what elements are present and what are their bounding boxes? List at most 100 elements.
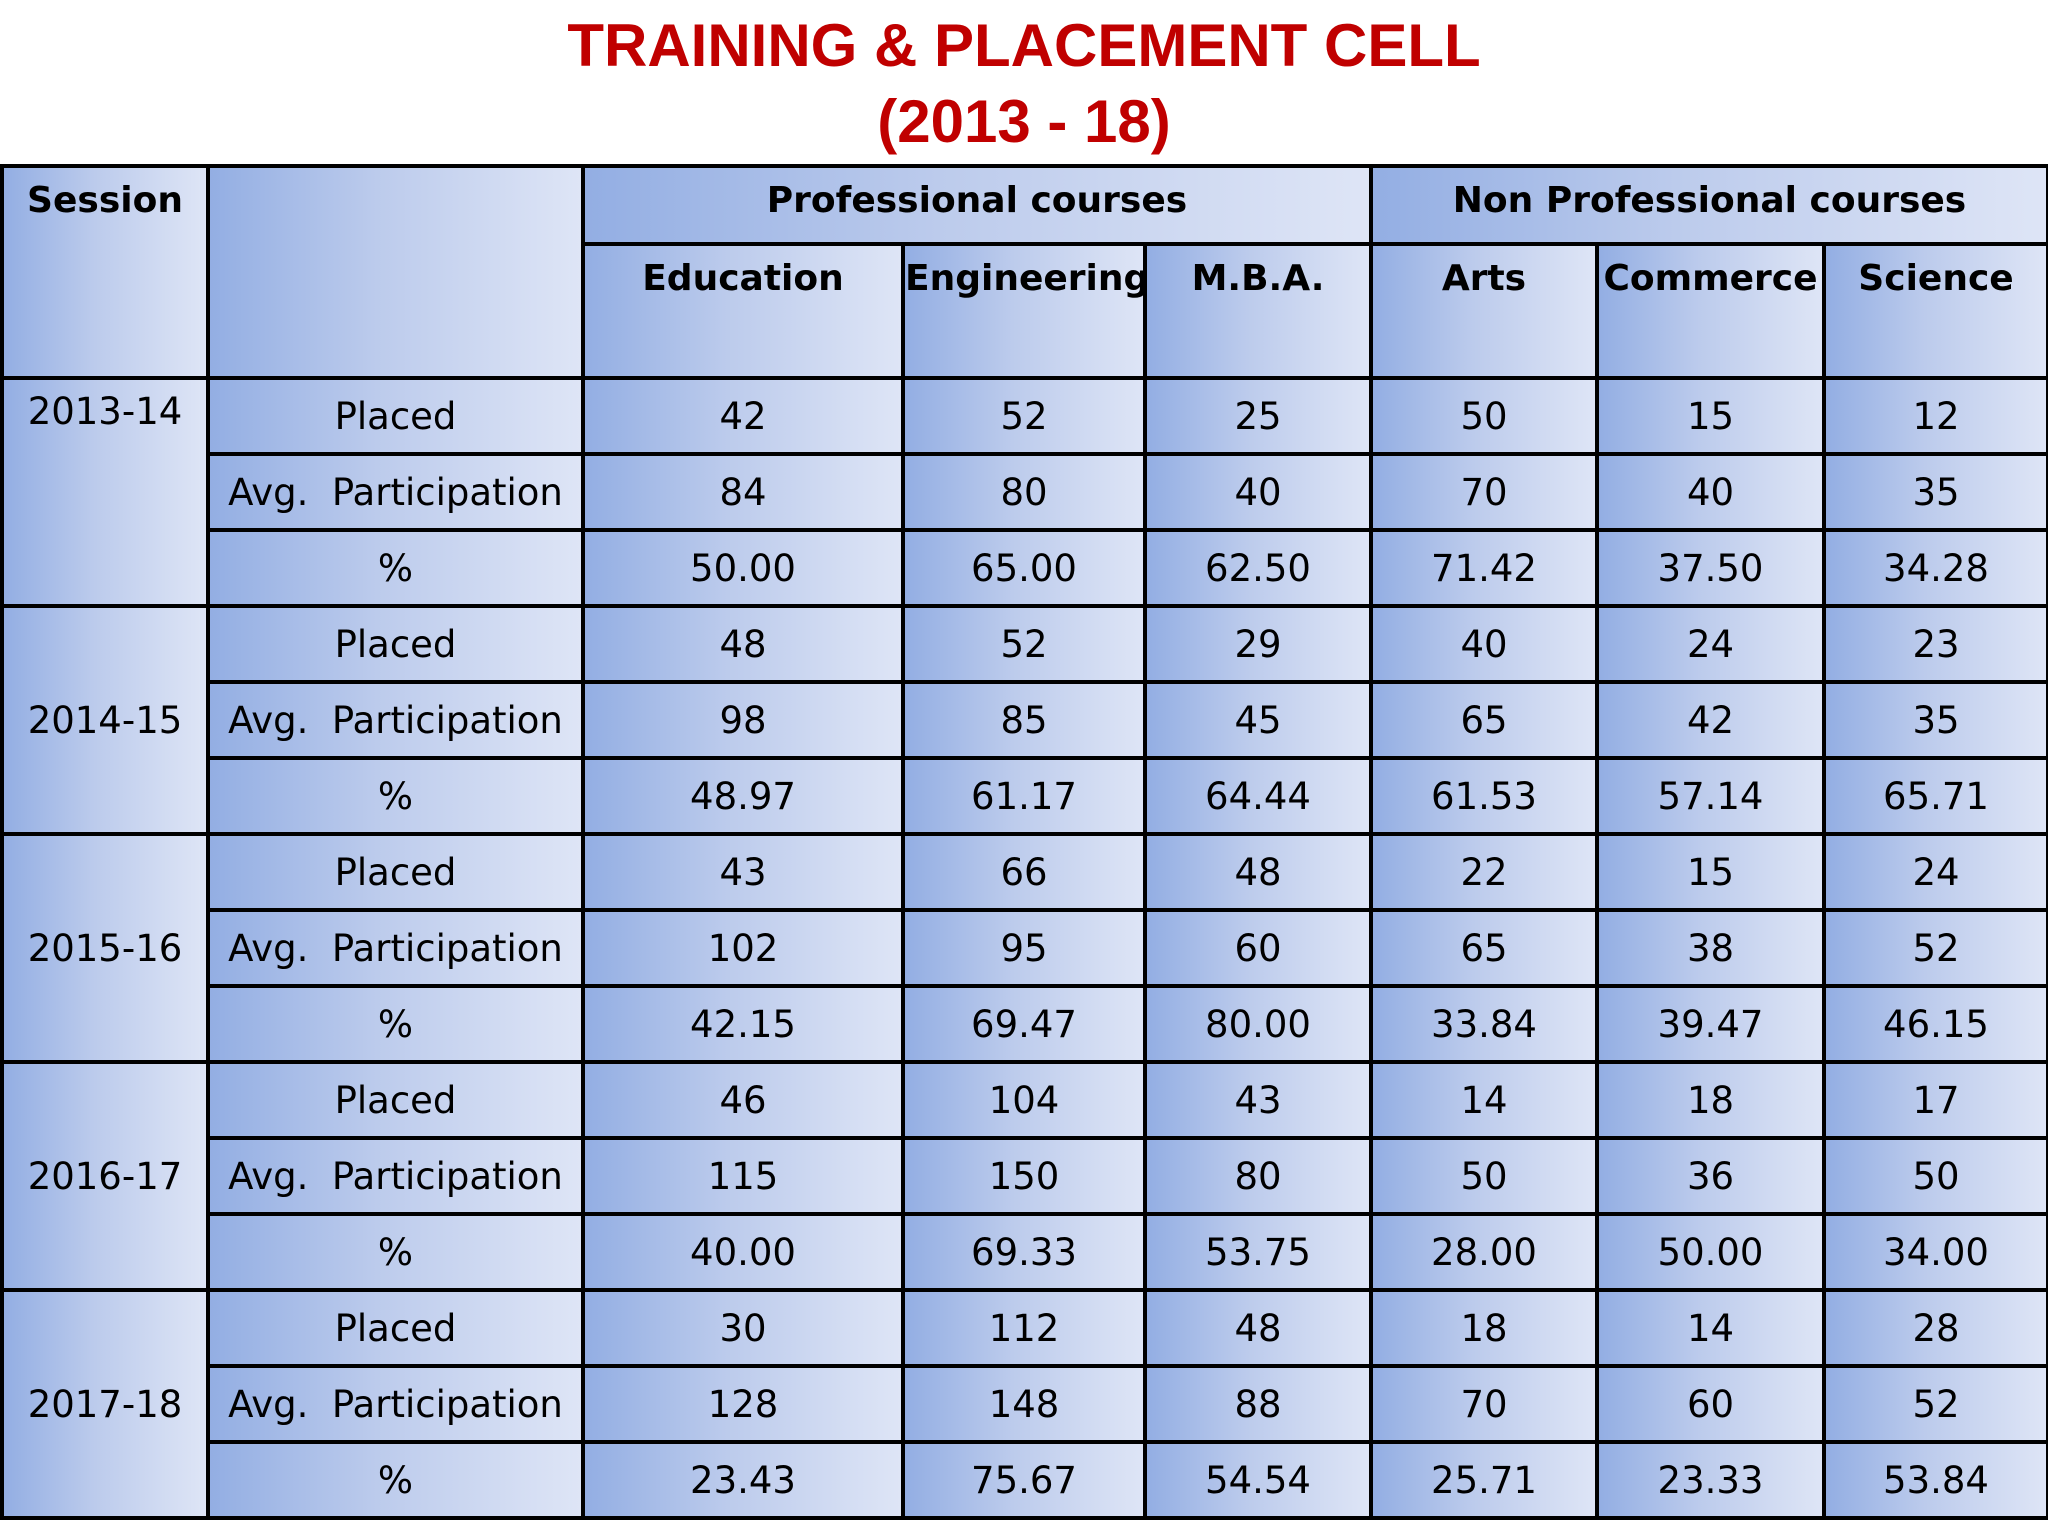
page-title: TRAINING & PLACEMENT CELL [567, 12, 1481, 79]
value-cell: 38 [1595, 908, 1826, 988]
metric-label: % [206, 984, 585, 1064]
value-cell: 88 [1143, 1364, 1373, 1444]
value-cell: 34.00 [1821, 1212, 2048, 1292]
value-cell: 18 [1369, 1288, 1599, 1368]
value-cell: 50 [1369, 1136, 1599, 1216]
session-cell: 2014-15 [0, 604, 210, 836]
course-header-science: Science [1821, 242, 2048, 380]
value-cell: 52 [1821, 908, 2048, 988]
value-cell: 43 [581, 832, 905, 912]
value-cell: 70 [1369, 452, 1599, 532]
value-cell: 60 [1143, 908, 1373, 988]
value-cell: 54.54 [1143, 1440, 1373, 1520]
value-cell: 60 [1595, 1364, 1826, 1444]
table-row: Avg. Participation 128 148 88 70 60 52 [2, 1364, 2048, 1444]
value-cell: 15 [1595, 376, 1826, 456]
value-cell: 65.71 [1821, 756, 2048, 836]
value-cell: 42 [581, 376, 905, 456]
value-cell: 69.47 [901, 984, 1147, 1064]
table-row: Avg. Participation 115 150 80 50 36 50 [2, 1136, 2048, 1216]
value-cell: 14 [1595, 1288, 1826, 1368]
value-cell: 48 [1143, 832, 1373, 912]
value-cell: 69.33 [901, 1212, 1147, 1292]
value-cell: 150 [901, 1136, 1147, 1216]
value-cell: 50 [1369, 376, 1599, 456]
value-cell: 46.15 [1821, 984, 2048, 1064]
value-cell: 66 [901, 832, 1147, 912]
value-cell: 37.50 [1595, 528, 1826, 608]
value-cell: 40 [1143, 452, 1373, 532]
value-cell: 18 [1595, 1060, 1826, 1140]
table-row: 2016-17 Placed 46 104 43 14 18 17 [0, 1060, 2048, 1292]
value-cell: 15 [1595, 832, 1826, 912]
metric-label: Placed [206, 604, 585, 684]
session-cell: 2013-14 [0, 376, 210, 608]
value-cell: 40 [1369, 604, 1599, 684]
course-header-engineering: Engineering [901, 242, 1147, 380]
metric-label: % [206, 1440, 585, 1520]
session-cell: 2016-17 [0, 1060, 210, 1292]
value-cell: 61.53 [1369, 756, 1599, 836]
value-cell: 112 [901, 1288, 1147, 1368]
table-row: % 23.43 75.67 54.54 25.71 23.33 53.84 [2, 1440, 2048, 1520]
value-cell: 50.00 [581, 528, 905, 608]
metric-label: Avg. Participation [206, 680, 585, 760]
metric-label: Placed [206, 376, 585, 456]
page-subtitle: (2013 - 18) [877, 88, 1171, 155]
course-header-arts: Arts [1369, 242, 1599, 380]
course-header-mba: M.B.A. [1143, 242, 1373, 380]
session-cell: 2017-18 [0, 1288, 210, 1520]
table-row: 2013-14 Placed 42 52 25 50 15 12 [0, 376, 2048, 608]
value-cell: 29 [1143, 604, 1373, 684]
value-cell: 35 [1821, 680, 2048, 760]
session-header: Session [0, 164, 210, 380]
value-cell: 14 [1369, 1060, 1599, 1140]
value-cell: 104 [901, 1060, 1147, 1140]
value-cell: 48 [581, 604, 905, 684]
table-row: % 40.00 69.33 53.75 28.00 50.00 34.00 [2, 1212, 2048, 1292]
value-cell: 115 [581, 1136, 905, 1216]
value-cell: 30 [581, 1288, 905, 1368]
course-header-commerce: Commerce [1595, 242, 1826, 380]
value-cell: 102 [581, 908, 905, 988]
metric-label: % [206, 756, 585, 836]
value-cell: 12 [1821, 376, 2048, 456]
value-cell: 64.44 [1143, 756, 1373, 836]
value-cell: 28 [1821, 1288, 2048, 1368]
metric-label: Placed [206, 1060, 585, 1140]
table-row: % 48.97 61.17 64.44 61.53 57.14 65.71 [2, 756, 2048, 836]
value-cell: 43 [1143, 1060, 1373, 1140]
value-cell: 23 [1821, 604, 2048, 684]
value-cell: 40.00 [581, 1212, 905, 1292]
value-cell: 50 [1821, 1136, 2048, 1216]
value-cell: 85 [901, 680, 1147, 760]
value-cell: 39.47 [1595, 984, 1826, 1064]
value-cell: 62.50 [1143, 528, 1373, 608]
value-cell: 40 [1595, 452, 1826, 532]
metric-label: Avg. Participation [206, 1136, 585, 1216]
value-cell: 23.43 [581, 1440, 905, 1520]
value-cell: 70 [1369, 1364, 1599, 1444]
value-cell: 25.71 [1369, 1440, 1599, 1520]
table-body: 2013-14 Placed 42 52 25 50 15 12 Avg. Participat… [0, 376, 2048, 1520]
metric-label: Avg. Participation [206, 908, 585, 988]
table-row: 2017-18 Placed 30 112 48 18 14 28 [0, 1288, 2048, 1520]
metric-label: Placed [206, 1288, 585, 1368]
value-cell: 24 [1821, 832, 2048, 912]
value-cell: 80 [1143, 1136, 1373, 1216]
metric-label: Avg. Participation [206, 452, 585, 532]
value-cell: 75.67 [901, 1440, 1147, 1520]
value-cell: 34.28 [1821, 528, 2048, 608]
value-cell: 98 [581, 680, 905, 760]
table-row: 2015-16 Placed 43 66 48 22 15 24 [0, 832, 2048, 1064]
metric-label: % [206, 1212, 585, 1292]
table-row: % 42.15 69.47 80.00 33.84 39.47 46.15 [2, 984, 2048, 1064]
value-cell: 65.00 [901, 528, 1147, 608]
value-cell: 61.17 [901, 756, 1147, 836]
value-cell: 128 [581, 1364, 905, 1444]
value-cell: 95 [901, 908, 1147, 988]
value-cell: 35 [1821, 452, 2048, 532]
value-cell: 22 [1369, 832, 1599, 912]
value-cell: 45 [1143, 680, 1373, 760]
table-row: % 50.00 65.00 62.50 71.42 37.50 34.28 [2, 528, 2048, 608]
